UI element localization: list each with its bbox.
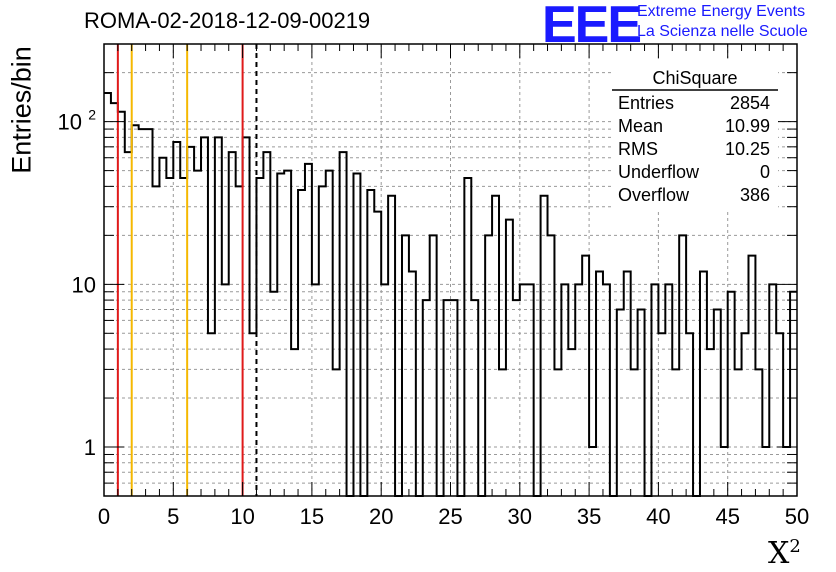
x-axis-label: X2 (768, 536, 801, 571)
stats-value: 0 (760, 162, 770, 182)
histogram-line (104, 91, 797, 497)
x-tick-label: 15 (300, 504, 324, 529)
x-axis-label-main: X (768, 536, 790, 571)
stats-value: 2854 (730, 93, 770, 113)
stats-value: 10.99 (725, 116, 770, 136)
x-tick-label: 50 (785, 504, 809, 529)
stats-label: Mean (618, 116, 663, 136)
stats-label: Overflow (618, 185, 690, 205)
y-tick-label: 10 (58, 110, 82, 135)
logo-line-2: La Scienza nelle Scuole (637, 23, 808, 40)
eee-logo: EEE (542, 0, 642, 54)
stats-label: RMS (618, 139, 658, 159)
y-tick-label: 10 (72, 272, 96, 297)
stats-label: Entries (618, 93, 674, 113)
y-tick-label: 1 (84, 435, 96, 460)
x-tick-label: 5 (167, 504, 179, 529)
chart-title: ROMA-02-2018-12-09-00219 (84, 8, 371, 33)
x-tick-label: 35 (577, 504, 601, 529)
logo-line-1: Extreme Energy Events (637, 3, 806, 20)
stats-title: ChiSquare (652, 68, 737, 88)
y-tick-label-exp: 2 (88, 107, 96, 123)
stats-box-bg (612, 62, 778, 210)
x-tick-label: 40 (646, 504, 670, 529)
x-axis-label-sup: 2 (789, 536, 801, 557)
stats-value: 10.25 (725, 139, 770, 159)
stats-value: 386 (740, 185, 770, 205)
x-tick-label: 0 (98, 504, 110, 529)
x-tick-label: 25 (438, 504, 462, 529)
x-tick-label: 10 (230, 504, 254, 529)
x-tick-label: 45 (715, 504, 739, 529)
x-tick-label: 20 (369, 504, 393, 529)
eee-logo-caption: Extreme Energy Events La Scienza nelle S… (637, 2, 808, 42)
stats-label: Underflow (618, 162, 700, 182)
x-tick-label: 30 (508, 504, 532, 529)
